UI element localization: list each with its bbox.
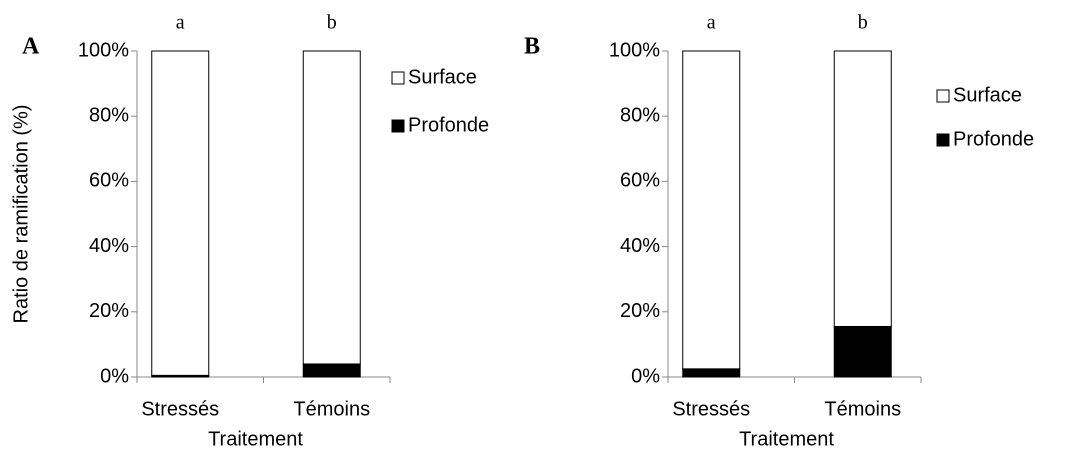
- bar-segment: [302, 363, 361, 378]
- bar-segment: [151, 50, 210, 376]
- annotation: b: [327, 12, 337, 34]
- y-tick-label: 40%: [89, 235, 129, 257]
- x-axis-label: Traitement: [739, 428, 834, 450]
- y-tick-label: 20%: [620, 300, 660, 322]
- bar-segment: [682, 50, 741, 370]
- annotation: a: [176, 12, 185, 34]
- legend-label: Surface: [953, 84, 1022, 106]
- bar-segment: [682, 368, 741, 378]
- y-tick-label: 80%: [620, 104, 660, 126]
- y-tick-label: 20%: [89, 300, 129, 322]
- legend-swatch: [936, 133, 950, 147]
- y-axis-label: Ratio de ramification (%): [10, 105, 32, 324]
- x-tick-label: Stressés: [672, 398, 750, 420]
- x-tick-label: Témoins: [293, 398, 370, 420]
- y-tick-label: 60%: [89, 170, 129, 192]
- bar-segment: [833, 50, 892, 327]
- legend-swatch: [936, 89, 950, 103]
- y-tick-label: 60%: [620, 170, 660, 192]
- panel-label: A: [22, 34, 40, 60]
- annotation: a: [707, 12, 716, 34]
- legend-swatch: [391, 119, 405, 133]
- legend-label: Profonde: [953, 128, 1034, 150]
- x-axis-label: Traitement: [208, 428, 303, 450]
- panel-label: B: [524, 34, 540, 60]
- y-tick-label: 40%: [620, 235, 660, 257]
- y-tick-label: 0%: [631, 365, 660, 387]
- x-tick-label: Témoins: [824, 398, 901, 420]
- legend-label: Profonde: [408, 114, 489, 136]
- y-tick-label: 0%: [100, 365, 129, 387]
- y-tick-label: 100%: [78, 39, 129, 61]
- bar-segment: [302, 50, 361, 365]
- legend-label: Surface: [408, 66, 477, 88]
- annotation: b: [858, 12, 868, 34]
- x-tick-label: Stressés: [141, 398, 219, 420]
- y-tick-label: 100%: [609, 39, 660, 61]
- bar-segment: [833, 325, 892, 378]
- y-tick-label: 80%: [89, 104, 129, 126]
- legend-swatch: [391, 71, 405, 85]
